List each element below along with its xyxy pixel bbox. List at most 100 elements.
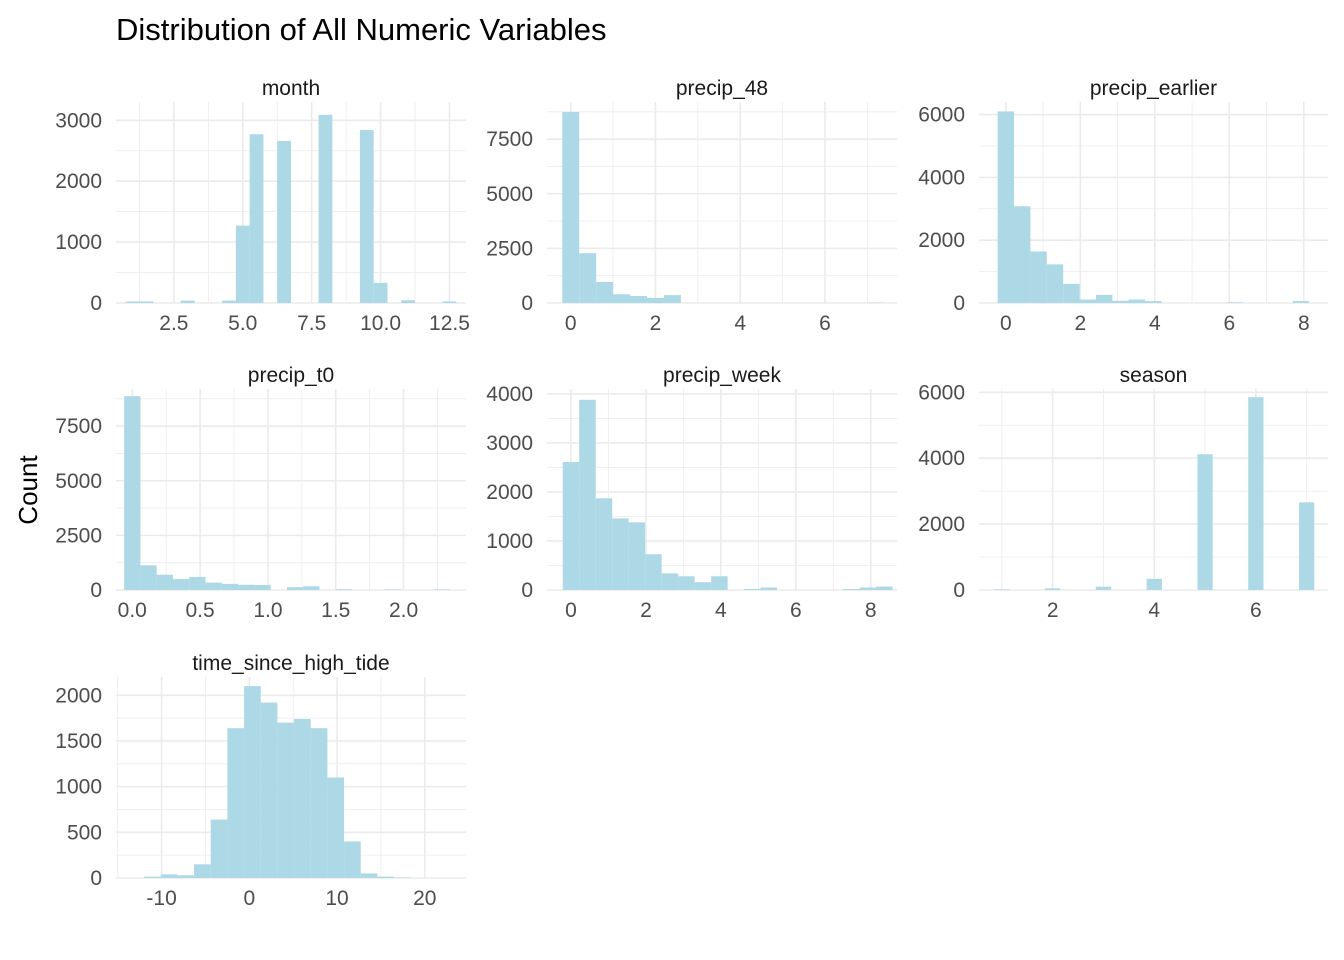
histogram-bar: [876, 586, 893, 590]
histogram-bar: [210, 819, 228, 878]
x-tick-label: 6: [790, 599, 802, 622]
x-tick-label: 0: [565, 312, 577, 335]
y-tick-label: 0: [90, 579, 102, 602]
y-tick-label: 2000: [55, 684, 102, 707]
histogram-bar: [1299, 502, 1315, 590]
facet-panel-precip_t0: precip_t0 0 2500 5000 7500 0.0 0.5 1.0 1.5 2.0: [55, 364, 466, 622]
x-tick-label: 12.5: [429, 312, 470, 335]
x-tick-label: 6: [819, 312, 831, 335]
x-tick-label: 6: [1250, 599, 1262, 622]
x-tick-label: 0: [565, 599, 577, 622]
histogram-bar: [139, 301, 154, 303]
x-tick-label: 4: [715, 599, 727, 622]
facet-title: precip_t0: [248, 364, 334, 387]
facet-title: precip_48: [676, 77, 768, 100]
facet-panel-time_since_high_tide: time_since_high_tide 0 500 1000 1500 2000 -10 0…: [55, 652, 466, 910]
x-tick-label: 0: [243, 887, 255, 910]
x-tick-label: 4: [1149, 312, 1161, 335]
histogram-bar: [661, 573, 679, 590]
histogram-bar: [442, 301, 457, 303]
histogram-bar: [238, 584, 255, 590]
x-tick-label: 7.5: [297, 312, 326, 335]
y-tick-label: 1000: [55, 231, 102, 254]
histogram-bar: [384, 589, 401, 590]
y-tick-label: 0: [90, 292, 102, 315]
histogram-bar: [647, 297, 664, 303]
histogram-bar: [1014, 206, 1031, 303]
x-tick-label: 5.0: [228, 312, 257, 335]
chart-title: Distribution of All Numeric Variables: [116, 12, 606, 47]
histogram-bar: [310, 728, 328, 878]
histogram-bar: [373, 282, 388, 303]
y-tick-label: 0: [521, 579, 533, 602]
histogram-bar: [189, 576, 206, 590]
facet-panel-season: season 0 2000 4000 6000 2 4 6: [918, 364, 1328, 622]
facet-panel-precip_48: precip_48 0 2500 5000 7500 0 2 4 6: [486, 77, 897, 335]
histogram-bar: [1227, 302, 1244, 303]
facet-title: month: [262, 77, 320, 100]
x-tick-label: 2: [1047, 599, 1059, 622]
histogram-bar: [1030, 251, 1047, 303]
y-tick-label: 1000: [55, 776, 102, 799]
histogram-bar: [277, 140, 291, 303]
x-tick-label: 8: [865, 599, 877, 622]
y-tick-label: 7500: [486, 128, 533, 151]
x-tick-label: 2: [640, 599, 652, 622]
y-tick-label: 1500: [55, 730, 102, 753]
histogram-bar: [156, 574, 173, 590]
x-tick-label: -10: [146, 887, 176, 910]
histogram-bar: [1128, 299, 1146, 303]
histogram-bar: [359, 130, 374, 303]
histogram-bar: [277, 722, 295, 878]
y-tick-label: 7500: [55, 415, 102, 438]
histogram-bar: [1045, 588, 1061, 590]
histogram-bar: [124, 396, 141, 590]
histogram-bar: [180, 300, 195, 303]
histogram-bar: [1146, 578, 1162, 590]
y-tick-label: 2000: [55, 170, 102, 193]
facet-panel-month: month 0 1000 2000 3000 2.5 5.0 7.5 10.0 12.5: [55, 77, 470, 335]
histogram-bar: [678, 576, 695, 590]
histogram-bar: [612, 518, 629, 590]
histogram-bar: [327, 777, 345, 878]
x-tick-label: 10: [325, 887, 348, 910]
histogram-bar: [294, 719, 311, 878]
y-tick-label: 0: [953, 292, 965, 315]
x-tick-label: 2: [650, 312, 662, 335]
histogram-bar: [318, 114, 333, 303]
histogram-bar: [760, 587, 778, 590]
histogram-bar: [694, 582, 712, 590]
y-tick-label: 2000: [918, 513, 965, 536]
histogram-bar: [335, 589, 353, 590]
histogram-bar: [994, 589, 1010, 590]
histogram-bar: [562, 111, 580, 304]
histogram-bar: [997, 111, 1015, 303]
histogram-bar: [1095, 294, 1113, 303]
x-tick-label: 0.0: [118, 599, 147, 622]
histogram-bar: [1248, 397, 1264, 590]
y-tick-label: 0: [90, 867, 102, 890]
facet-title: season: [1120, 364, 1188, 387]
histogram-bar: [645, 554, 662, 590]
x-tick-label: 0: [1000, 312, 1012, 335]
histogram-bar: [177, 875, 195, 878]
histogram-bar: [562, 462, 580, 590]
histogram-bar: [579, 399, 596, 590]
x-tick-label: 2.5: [159, 312, 188, 335]
histogram-bar: [286, 587, 304, 590]
facet-panel-precip_earlier: precip_earlier 0 2000 4000 6000 0 2 4 6 8: [918, 77, 1328, 335]
histogram-bar: [205, 582, 222, 590]
y-tick-label: 6000: [918, 381, 965, 404]
x-tick-label: 1.0: [253, 599, 282, 622]
histogram-bar: [249, 134, 264, 303]
histogram-bar: [194, 864, 211, 878]
histogram-bar: [613, 294, 631, 303]
y-axis-label: Count: [13, 455, 43, 525]
histogram-bar: [1046, 264, 1064, 303]
histogram-bar: [843, 589, 860, 590]
y-tick-label: 5000: [486, 183, 533, 206]
histogram-bar: [595, 498, 613, 590]
y-tick-label: 3000: [486, 432, 533, 455]
y-tick-label: 1000: [486, 530, 533, 553]
y-tick-label: 2000: [486, 481, 533, 504]
